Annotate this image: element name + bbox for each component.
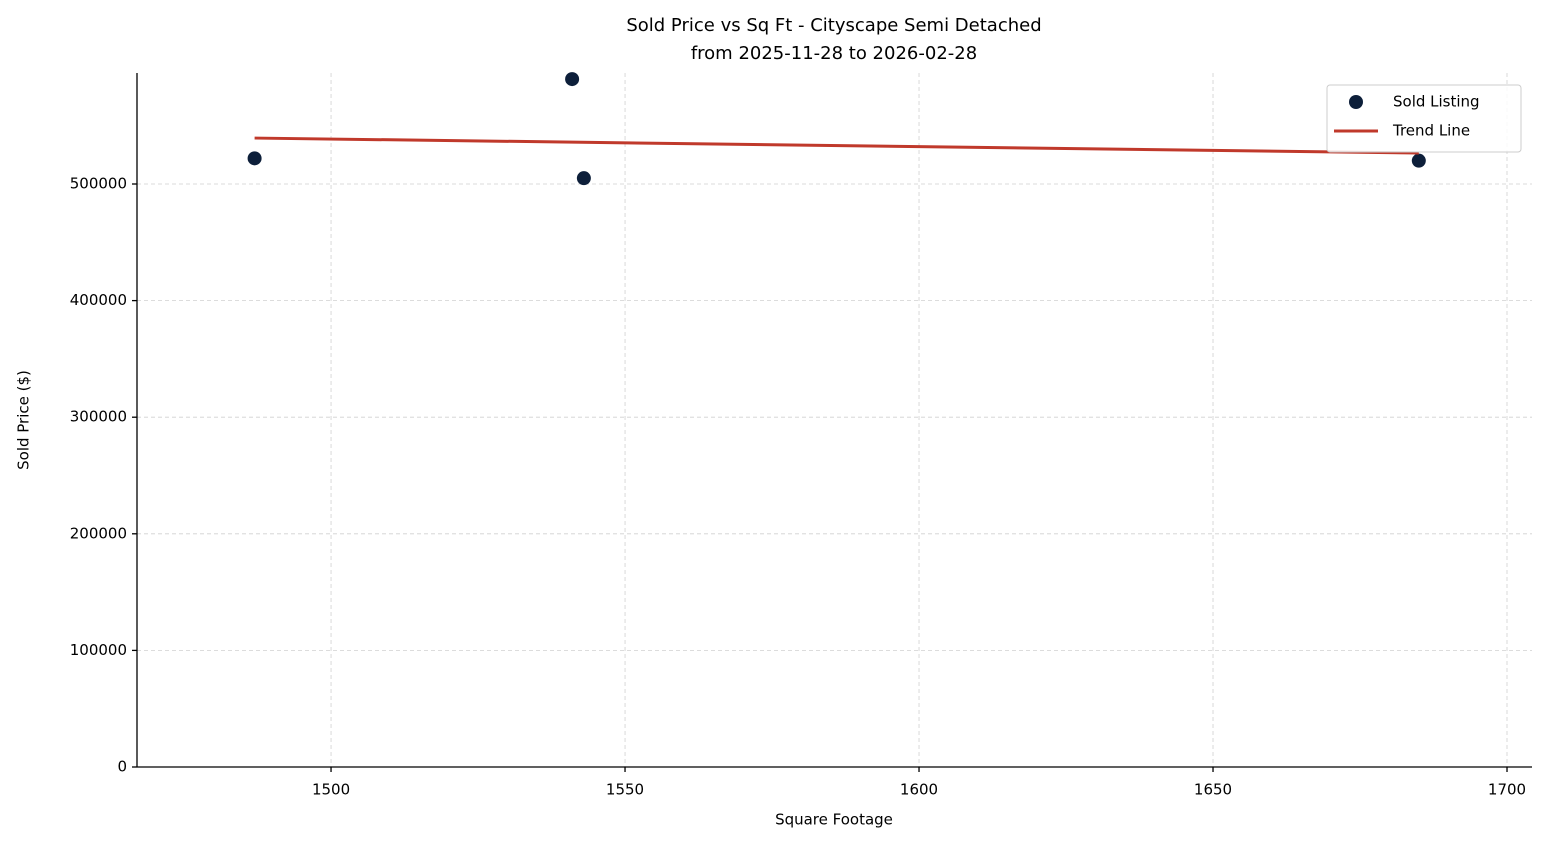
y-tick-label: 100000 bbox=[70, 641, 127, 659]
chart-title: Sold Price vs Sq Ft - Cityscape Semi Det… bbox=[626, 15, 1041, 36]
y-tick-label: 400000 bbox=[70, 291, 127, 309]
y-axis-label: Sold Price ($) bbox=[15, 370, 33, 470]
y-tick-label: 500000 bbox=[70, 175, 127, 193]
y-tick-label: 0 bbox=[117, 758, 127, 776]
point bbox=[576, 171, 591, 186]
legend-label: Sold Listing bbox=[1393, 93, 1480, 111]
point bbox=[1411, 153, 1426, 168]
x-tick-label: 1650 bbox=[1194, 781, 1232, 799]
legend-box bbox=[1326, 84, 1522, 153]
chart-subtitle: from 2025-11-28 to 2026-02-28 bbox=[691, 43, 977, 64]
legend-label: Trend Line bbox=[1392, 122, 1470, 140]
point bbox=[565, 72, 580, 87]
x-tick-label: 1500 bbox=[312, 781, 350, 799]
point bbox=[247, 151, 262, 166]
x-tick-label: 1550 bbox=[606, 781, 644, 799]
x-axis-label: Square Footage bbox=[775, 811, 893, 829]
x-tick-label: 1700 bbox=[1488, 781, 1526, 799]
legend-swatch bbox=[1349, 95, 1363, 109]
trend-line bbox=[254, 136, 1419, 155]
x-tick-label: 1600 bbox=[900, 781, 938, 799]
y-tick-label: 300000 bbox=[70, 408, 127, 426]
y-tick-label: 200000 bbox=[70, 524, 127, 542]
